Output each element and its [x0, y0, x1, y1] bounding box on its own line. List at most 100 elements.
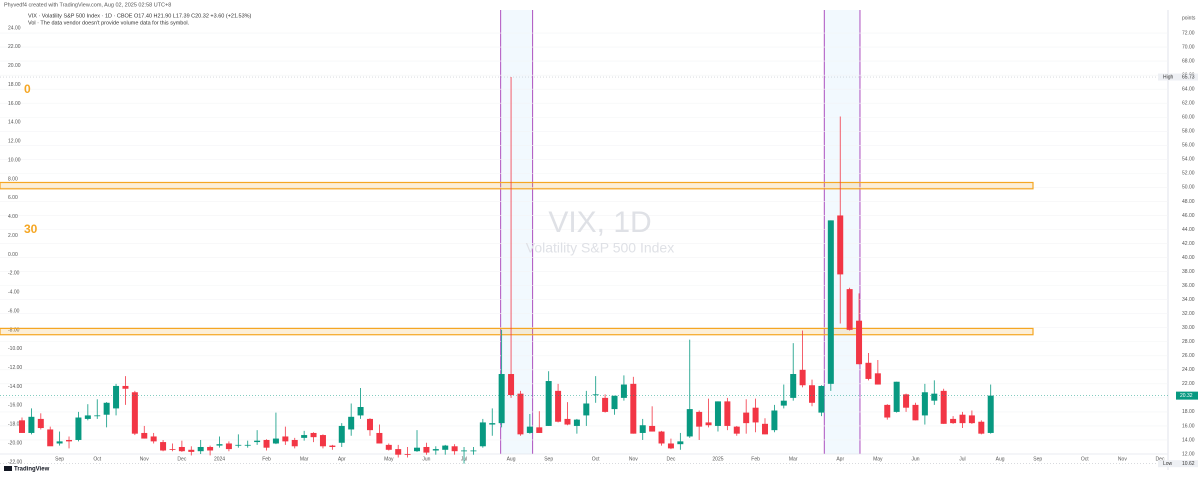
candle-body — [517, 393, 524, 435]
y-tick-label: 68.00 — [1182, 58, 1195, 64]
y2-tick-label: -10.00 — [8, 346, 22, 352]
x-tick-label: Mar — [300, 456, 309, 462]
candle-body — [479, 422, 486, 447]
candle-body — [254, 440, 261, 443]
x-tick-label: Sep — [55, 456, 64, 462]
candle-body — [903, 394, 910, 408]
candle-body — [197, 446, 204, 452]
x-tick-label: 2025 — [712, 456, 723, 462]
x-tick-label: Nov — [140, 456, 149, 462]
y-tick-label: 12.00 — [1182, 451, 1195, 457]
x-tick-label: Dec — [1156, 456, 1165, 462]
candle-body — [160, 442, 167, 451]
candle-body — [310, 432, 317, 438]
y2-tick-label: -14.00 — [8, 384, 22, 390]
header: Phyvedf4 created with TradingView.com, A… — [4, 2, 171, 8]
candle-body — [291, 439, 298, 447]
y-tick-label: 30.00 — [1182, 325, 1195, 331]
y2-tick-label: 24.00 — [8, 25, 21, 31]
y-tick-label: 70.00 — [1182, 44, 1195, 50]
x-tick-label: Mar — [789, 456, 798, 462]
last-price-label: 20.32 — [1180, 393, 1193, 399]
candle-body — [131, 392, 138, 434]
candle-body — [809, 385, 816, 403]
y2-tick-label: -6.00 — [8, 308, 20, 314]
y2-tick-label: 0.00 — [8, 252, 18, 258]
y2-tick-label: 16.00 — [8, 101, 21, 107]
y-tick-label: 48.00 — [1182, 199, 1195, 205]
y2-tick-label: 12.00 — [8, 139, 21, 145]
candle-body — [968, 415, 975, 424]
zone — [0, 181, 1034, 190]
y-tick-label: 62.00 — [1182, 101, 1195, 107]
candle-body — [733, 426, 740, 434]
candle-body — [84, 415, 91, 419]
candle-body — [235, 444, 242, 446]
candle-body — [620, 384, 627, 398]
y2-tick-label: -22.00 — [8, 459, 22, 465]
candle-body — [592, 394, 599, 396]
zone-annotation: 0 — [24, 82, 31, 96]
y2-tick-label: 6.00 — [8, 195, 18, 201]
y-tick-label: 72.00 — [1182, 30, 1195, 36]
watermark-name: Volatility S&P 500 Index — [526, 240, 674, 256]
candle-body — [263, 439, 270, 448]
y2-tick-label: -16.00 — [8, 403, 22, 409]
y2-tick-label: -18.00 — [8, 422, 22, 428]
candle-body — [545, 381, 552, 426]
footer-logo: TradingView — [4, 466, 50, 473]
candle-body — [865, 362, 872, 379]
candle-body — [66, 439, 73, 442]
candle-body — [508, 374, 515, 396]
candle-body — [94, 415, 101, 417]
y-tick-label: 28.00 — [1182, 339, 1195, 345]
extreme-value: 10.62 — [1182, 461, 1195, 467]
candle-body — [818, 385, 825, 413]
candle-body — [395, 449, 402, 455]
highlight-range — [500, 10, 533, 454]
candle-body — [122, 385, 129, 389]
candle-body — [959, 414, 966, 424]
x-tick-label: Nov — [1118, 456, 1127, 462]
candle-body — [75, 417, 82, 440]
extreme-badge — [1158, 73, 1198, 81]
candle-body — [846, 289, 853, 330]
x-tick-label: Aug — [996, 456, 1005, 462]
candle-body — [461, 450, 468, 452]
y2-tick-label: 18.00 — [8, 82, 21, 88]
candle-body — [649, 425, 656, 432]
candle-body — [404, 454, 411, 455]
candle-body — [47, 429, 54, 447]
candle-body — [536, 427, 543, 433]
candle-body — [705, 422, 712, 426]
y-tick-label: 34.00 — [1182, 297, 1195, 303]
candle-body — [188, 449, 195, 452]
candle-body — [103, 402, 110, 415]
candle-body — [319, 435, 326, 447]
y-tick-label: 18.00 — [1182, 409, 1195, 415]
candle-body — [931, 393, 938, 401]
y-tick-label: 54.00 — [1182, 157, 1195, 163]
y-tick-label: 26.00 — [1182, 353, 1195, 359]
x-tick-label: Sep — [544, 456, 553, 462]
candle-body — [432, 449, 439, 451]
last-price-badge — [1176, 391, 1198, 400]
candle-body — [611, 395, 618, 410]
candle-body — [884, 404, 891, 418]
extreme-label: High — [1163, 74, 1174, 80]
y-tick-label: 32.00 — [1182, 311, 1195, 317]
y2-tick-label: 22.00 — [8, 44, 21, 50]
y-tick-label: 42.00 — [1182, 241, 1195, 247]
candle-body — [19, 420, 25, 433]
candle-body — [630, 383, 637, 434]
extreme-label: Low — [1163, 461, 1173, 467]
candle-body — [169, 449, 176, 450]
candle-body — [338, 425, 345, 443]
y2-tick-label: -12.00 — [8, 365, 22, 371]
x-tick-label: May — [384, 456, 394, 462]
candle-body — [451, 446, 458, 452]
candle-body — [752, 407, 759, 423]
candle-body — [282, 436, 289, 442]
